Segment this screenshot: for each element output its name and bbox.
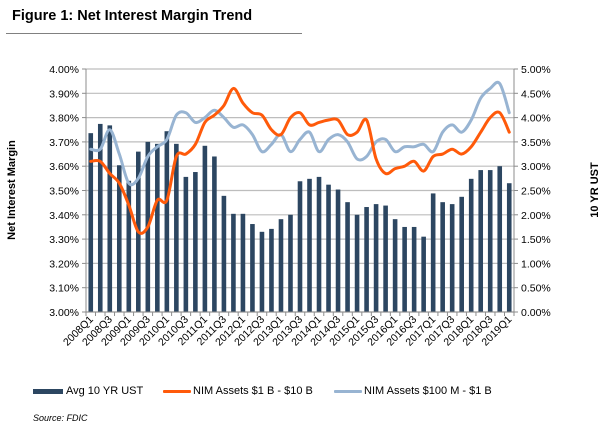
- bar-2008Q4: [116, 165, 122, 312]
- bar-2015Q2: [364, 207, 369, 312]
- bar-2012Q4: [269, 228, 274, 312]
- y2-tick-label: 5.00%: [521, 64, 551, 76]
- y2-tick-label: 0.00%: [521, 307, 551, 319]
- y2-tick-label: 4.50%: [521, 88, 551, 100]
- legend-item-nim-100m-1b: NIM Assets $100 M - $1 B: [334, 383, 492, 399]
- bar-2011Q3: [221, 195, 227, 312]
- bar-2015Q4: [383, 205, 388, 312]
- bar-2008Q3: [107, 125, 113, 312]
- bar-2017Q2: [440, 202, 445, 312]
- bar-2018Q3: [487, 170, 493, 312]
- y-axis-left-ticks: 3.00% 3.10% 3.20% 3.30% 3.40% 3.50% 3.60% 3.70%…: [49, 64, 79, 319]
- y2-tick-label: 1.50%: [521, 234, 551, 246]
- bar-2015Q1: [354, 214, 360, 312]
- bar-2019Q1: [506, 183, 512, 312]
- y-tick-label: 3.20%: [49, 258, 79, 270]
- y-tick-label: 4.00%: [49, 64, 79, 76]
- bar-2016Q2: [402, 226, 407, 312]
- bar-2017Q1: [430, 193, 436, 312]
- bar-2010Q1: [164, 131, 170, 312]
- y-axis-right-ticks: 0.00% 0.50% 1.00% 1.50% 2.00% 2.50% 3.00% 3.50%…: [521, 64, 551, 319]
- bar-2012Q2: [250, 224, 255, 312]
- y2-tick-label: 4.00%: [521, 113, 551, 125]
- y-tick-label: 3.10%: [49, 283, 79, 295]
- legend: Avg 10 YR UST NIM Assets $1 B - $10 B NI…: [0, 383, 614, 399]
- bar-2014Q1: [316, 176, 322, 312]
- bar-2010Q3: [183, 176, 189, 312]
- bar-2013Q4: [307, 178, 312, 312]
- bar-2013Q2: [288, 214, 293, 312]
- y2-tick-label: 3.50%: [521, 137, 551, 149]
- bar-2009Q1: [126, 180, 132, 312]
- bar-2014Q3: [335, 189, 341, 312]
- legend-item-nim-1b-10b: NIM Assets $1 B - $10 B: [163, 383, 313, 399]
- source-note: Source: FDIC: [33, 413, 88, 423]
- y2-tick-label: 0.50%: [521, 283, 551, 295]
- bar-2011Q4: [231, 213, 236, 312]
- y-axis-left-title: Net Interest Margin: [6, 140, 18, 240]
- bar-2018Q4: [497, 166, 503, 312]
- line-nim-100m-1b: [89, 80, 511, 187]
- x-axis-ticks: 2008Q12008Q32009Q12009Q32010Q12010Q32011…: [61, 314, 515, 349]
- legend-item-ust: Avg 10 YR UST: [33, 383, 143, 399]
- legend-label: NIM Assets $100 M - $1 B: [364, 385, 492, 397]
- bar-2013Q3: [297, 181, 303, 312]
- legend-label: NIM Assets $1 B - $10 B: [193, 385, 313, 397]
- y-axis-right-title: 10 YR UST: [589, 162, 601, 218]
- bar-2016Q3: [411, 226, 417, 312]
- bar-2012Q1: [240, 213, 246, 312]
- bar-2010Q4: [193, 172, 198, 312]
- bar-2016Q1: [392, 219, 398, 312]
- chart: 3.00% 3.10% 3.20% 3.30% 3.40% 3.50% 3.60% 3.70%…: [6, 64, 601, 349]
- y2-tick-label: 3.00%: [521, 161, 551, 173]
- y-tick-label: 3.60%: [49, 161, 79, 173]
- line-series: [89, 80, 511, 235]
- y-tick-label: 3.40%: [49, 210, 79, 222]
- y-tick-label: 3.70%: [49, 137, 79, 149]
- bar-2014Q2: [326, 184, 331, 312]
- bar-2018Q2: [478, 170, 484, 312]
- y-tick-label: 3.80%: [49, 113, 79, 125]
- y-tick-label: 3.30%: [49, 234, 79, 246]
- bar-2008Q1: [88, 133, 94, 312]
- title-divider: [6, 33, 302, 34]
- bar-2011Q2: [212, 156, 217, 312]
- axes: [82, 68, 518, 316]
- legend-swatch-bar: [33, 388, 63, 394]
- figure-title: Figure 1: Net Interest Margin Trend: [12, 8, 253, 24]
- bar-2014Q4: [345, 202, 350, 312]
- bar-2017Q4: [459, 196, 464, 312]
- y-tick-label: 3.00%: [49, 307, 79, 319]
- bar-2009Q4: [155, 143, 160, 312]
- bar-2018Q1: [468, 178, 474, 312]
- bar-2010Q2: [174, 143, 179, 312]
- bar-2013Q1: [278, 219, 284, 312]
- bar-2017Q3: [449, 204, 455, 312]
- bar-2012Q3: [259, 231, 265, 312]
- legend-label: Avg 10 YR UST: [66, 385, 144, 397]
- legend-swatch-line: [163, 389, 191, 393]
- y-tick-label: 3.50%: [49, 186, 79, 198]
- bar-series: [88, 123, 512, 312]
- bar-2016Q4: [421, 236, 426, 312]
- y2-tick-label: 1.00%: [521, 258, 551, 270]
- bar-2015Q3: [373, 204, 379, 312]
- bar-2008Q2: [97, 123, 103, 312]
- y2-tick-label: 2.50%: [521, 186, 551, 198]
- legend-swatch-line: [334, 389, 362, 393]
- bar-2011Q1: [202, 145, 208, 312]
- y-tick-label: 3.90%: [49, 88, 79, 100]
- y2-tick-label: 2.00%: [521, 210, 551, 222]
